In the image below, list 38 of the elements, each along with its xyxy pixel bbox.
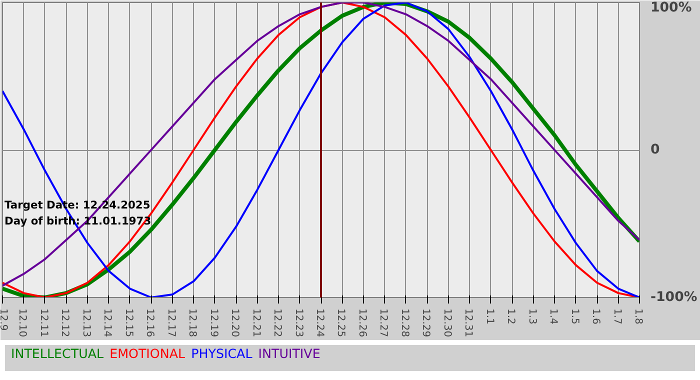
x-tick-label: 1.5 bbox=[568, 308, 580, 324]
x-tick-label: 1.8 bbox=[632, 308, 644, 324]
x-tick-label: 12.20 bbox=[229, 308, 240, 338]
text: PHYSICAL bbox=[191, 346, 252, 361]
x-tick-label: 12.15 bbox=[122, 308, 134, 338]
x-tick-label: 12.30 bbox=[441, 308, 452, 338]
x-tick-label: 12.28 bbox=[398, 308, 410, 338]
x-tick-label: 12.27 bbox=[378, 308, 389, 338]
x-tick-label: 12.19 bbox=[208, 308, 219, 338]
x-tick-label: 1.1 bbox=[484, 308, 495, 324]
x-tick-label: 12.18 bbox=[186, 308, 198, 338]
x-tick-label: 12.24 bbox=[314, 308, 325, 338]
x-tick-label: 12.26 bbox=[356, 308, 368, 338]
x-tick-label: 12.9 bbox=[0, 308, 8, 331]
x-tick-label: 1.7 bbox=[611, 308, 622, 324]
x-tick-label: 12.31 bbox=[462, 308, 474, 338]
x-tick-label: 12.25 bbox=[335, 308, 346, 338]
y-tick-label: -100% bbox=[650, 290, 698, 305]
x-tick-label: 12.12 bbox=[59, 308, 70, 338]
x-tick-label: 12.23 bbox=[292, 308, 304, 338]
text: INTELLECTUAL bbox=[11, 346, 104, 361]
x-tick-label: 12.13 bbox=[80, 308, 92, 338]
text: INTUITIVE bbox=[258, 346, 320, 361]
y-tick-label: 0 bbox=[650, 142, 660, 158]
x-tick-label: 12.16 bbox=[144, 308, 156, 338]
x-tick-label: 12.11 bbox=[38, 308, 49, 338]
x-tick-label: 12.21 bbox=[250, 308, 262, 338]
x-tick-label: 1.2 bbox=[505, 308, 516, 324]
x-tick-label: 1.4 bbox=[548, 308, 559, 324]
x-tick-label: 12.29 bbox=[420, 308, 432, 338]
y-tick-label: 100% bbox=[650, 0, 692, 16]
x-tick-label: 12.10 bbox=[16, 308, 28, 338]
x-tick-label: 1.6 bbox=[590, 308, 602, 324]
x-tick-label: 12.17 bbox=[165, 308, 176, 338]
text: EMOTIONAL bbox=[110, 346, 186, 361]
x-tick-label: 12.14 bbox=[102, 308, 113, 338]
x-tick-label: 1.3 bbox=[526, 308, 538, 324]
x-tick-label: 12.22 bbox=[272, 308, 283, 338]
